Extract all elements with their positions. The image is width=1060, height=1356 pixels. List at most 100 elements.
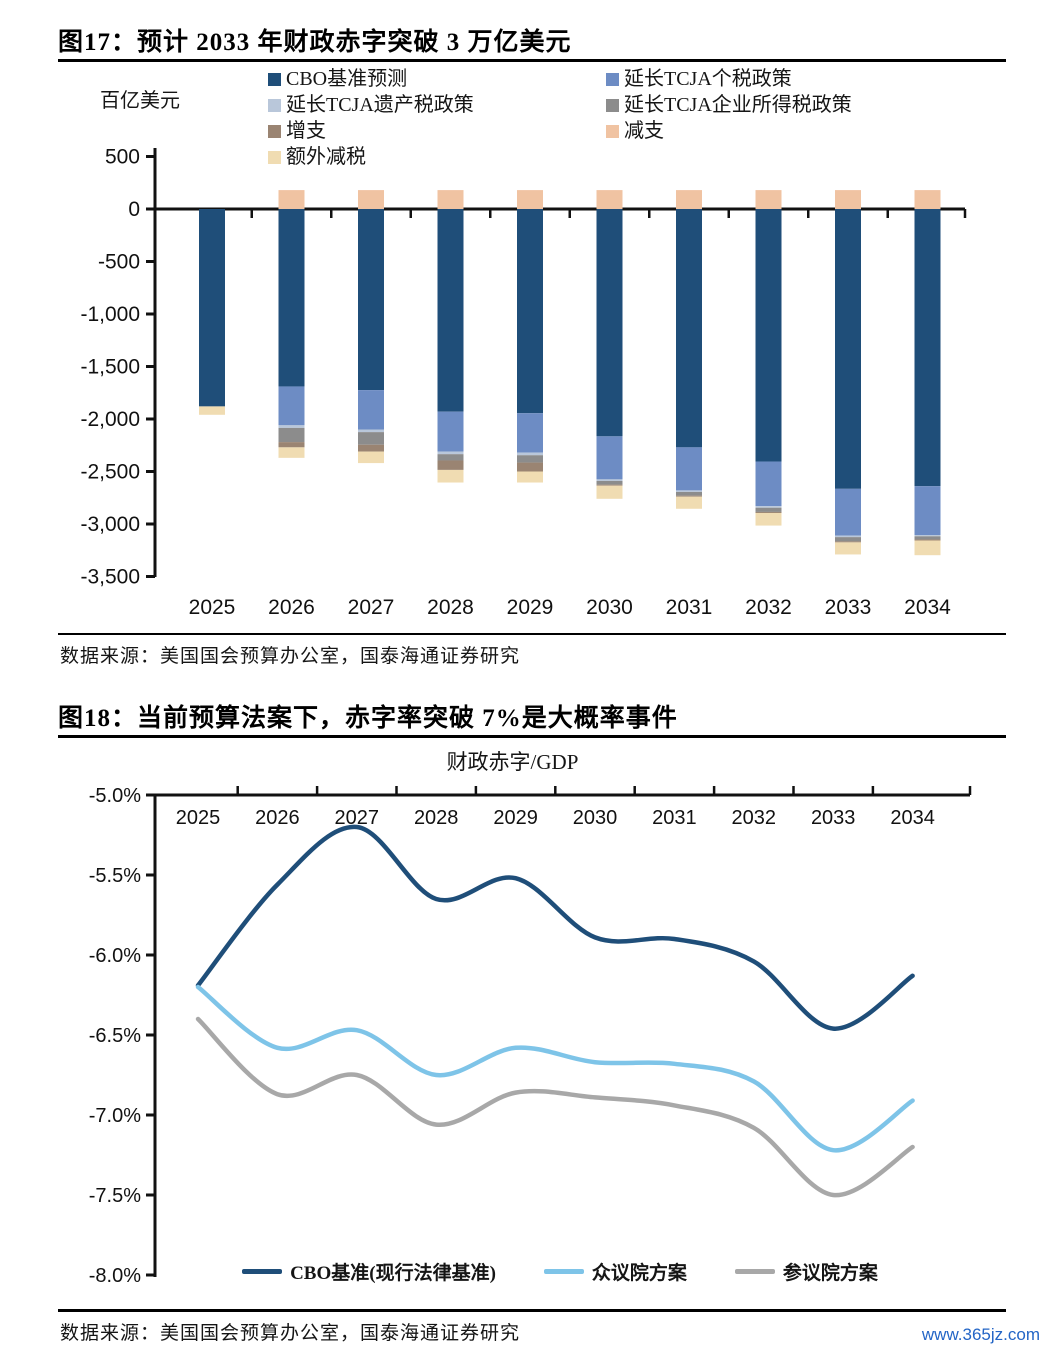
bar-segment xyxy=(596,480,623,485)
y-tick-label: -1,500 xyxy=(80,356,140,379)
bar-segment xyxy=(517,413,543,453)
y-tick-label: -3,500 xyxy=(80,566,140,589)
bar-segment xyxy=(358,209,384,391)
x-tick-label: 2028 xyxy=(414,807,459,829)
legend-label: 延长TCJA企业所得税政策 xyxy=(624,94,852,116)
legend-label: 参议院方案 xyxy=(782,1263,878,1284)
fig17-title-rule xyxy=(58,59,1006,62)
bar-segment xyxy=(755,511,782,513)
bar-segment xyxy=(437,454,464,461)
bar-segment xyxy=(596,479,623,481)
x-tick-label: 2028 xyxy=(427,596,474,619)
fig17-unit-label: 百亿美元 xyxy=(100,90,180,112)
bar-segment xyxy=(278,427,305,443)
bar-segment xyxy=(358,390,384,430)
bar-segment xyxy=(278,386,305,426)
bar-segment xyxy=(914,535,941,537)
y-tick-label: 0 xyxy=(128,198,140,221)
bar-segment xyxy=(358,432,384,445)
bar-segment xyxy=(437,451,464,455)
bar-segment xyxy=(914,190,941,209)
x-tick-label: 2034 xyxy=(890,807,935,829)
y-tick-label: -7.5% xyxy=(89,1185,141,1207)
bar-segment xyxy=(755,209,782,462)
bar-segment xyxy=(596,485,623,499)
bar-segment xyxy=(755,506,782,508)
legend-label: 减支 xyxy=(624,120,664,142)
bar-segment xyxy=(517,455,543,463)
fig17-source-rule xyxy=(58,633,1006,635)
fig17-source: 数据来源：美国国会预算办公室，国泰海通证券研究 xyxy=(60,646,521,667)
x-tick-label: 2027 xyxy=(335,807,380,829)
bar-segment xyxy=(596,436,623,480)
legend-label: CBO基准预测 xyxy=(286,68,408,90)
bar-segment xyxy=(755,507,782,512)
bar-segment xyxy=(517,471,543,483)
bar-segment xyxy=(755,512,782,526)
x-tick-label: 2029 xyxy=(507,596,554,619)
bar-segment xyxy=(835,535,861,538)
bar-segment xyxy=(755,190,782,209)
fig18-title-rule xyxy=(58,735,1006,738)
bar-segment xyxy=(517,462,543,472)
legend-swatch xyxy=(268,98,281,112)
bar-segment xyxy=(914,486,941,536)
x-tick-label: 2031 xyxy=(652,807,697,829)
x-tick-label: 2025 xyxy=(189,596,236,619)
bar-segment xyxy=(278,190,305,209)
bar-segment xyxy=(914,539,941,541)
bar-segment xyxy=(835,537,861,542)
x-tick-label: 2033 xyxy=(825,596,872,619)
y-tick-label: -6.0% xyxy=(89,945,141,967)
legend-swatch xyxy=(734,1269,775,1274)
bar-segment xyxy=(437,411,464,452)
bar-segment xyxy=(517,452,543,456)
bar-segment xyxy=(358,451,384,464)
legend-label: 众议院方案 xyxy=(591,1263,687,1284)
bar-segment xyxy=(517,190,543,209)
legend-item: 众议院方案 xyxy=(543,1258,687,1285)
fig18-line-chart: -5.0%-5.5%-6.0%-6.5%-7.0%-7.5%-8.0%2025 2… xyxy=(89,785,972,1287)
fig18-subtitle: 财政赤字/GDP xyxy=(446,750,579,774)
bar-segment xyxy=(278,447,305,458)
bar-segment xyxy=(278,209,305,387)
x-tick-label: 2026 xyxy=(268,596,315,619)
bar-segment xyxy=(437,209,464,412)
bar-segment xyxy=(835,542,861,555)
fig18-legend: CBO基准(现行法律基准) 众议院方案 参议院方案 xyxy=(130,1258,990,1285)
legend-label: 额外减税 xyxy=(286,146,366,168)
legend-item: 延长TCJA个税政策 xyxy=(606,66,852,92)
bar-segment xyxy=(676,490,702,492)
x-tick-label: 2034 xyxy=(904,596,951,619)
bar-segment xyxy=(358,444,384,452)
fig17-legend-col1: CBO基准预测 延长TCJA遗产税政策 增支 额外减税 xyxy=(268,66,474,170)
bar-segment xyxy=(278,425,305,428)
y-tick-label: -500 xyxy=(98,251,140,274)
bar-segment xyxy=(914,536,941,540)
y-tick-label: -3,000 xyxy=(80,513,140,536)
bar-segment xyxy=(358,429,384,433)
legend-item: 参议院方案 xyxy=(734,1258,878,1285)
y-tick-label: -5.0% xyxy=(89,785,141,807)
x-tick-label: 2032 xyxy=(745,596,792,619)
legend-swatch xyxy=(606,124,619,138)
fig17-title: 图17：预计 2033 年财政赤字突破 3 万亿美元 xyxy=(58,29,572,56)
bar-segment xyxy=(437,460,464,470)
bar-segment xyxy=(676,491,702,496)
bar-segment xyxy=(914,209,941,487)
y-tick-label: -6.5% xyxy=(89,1025,141,1047)
fig17-legend-col2: 延长TCJA个税政策 延长TCJA企业所得税政策 减支 xyxy=(606,66,852,144)
fig18-title: 图18：当前预算法案下，赤字率突破 7%是大概率事件 xyxy=(58,705,678,732)
x-tick-label: 2026 xyxy=(255,807,300,829)
legend-item: 增支 xyxy=(268,118,474,144)
bar-segment xyxy=(835,190,861,209)
bar-segment xyxy=(278,442,305,448)
y-tick-label: -2,500 xyxy=(80,461,140,484)
bar-segment xyxy=(676,495,702,497)
watermark: www.365jz.com xyxy=(921,1325,1040,1344)
legend-item: 减支 xyxy=(606,118,852,144)
legend-swatch xyxy=(268,124,281,138)
x-tick-label: 2033 xyxy=(811,807,856,829)
bar-segment xyxy=(755,461,782,507)
legend-label: CBO基准(现行法律基准) xyxy=(290,1263,496,1284)
